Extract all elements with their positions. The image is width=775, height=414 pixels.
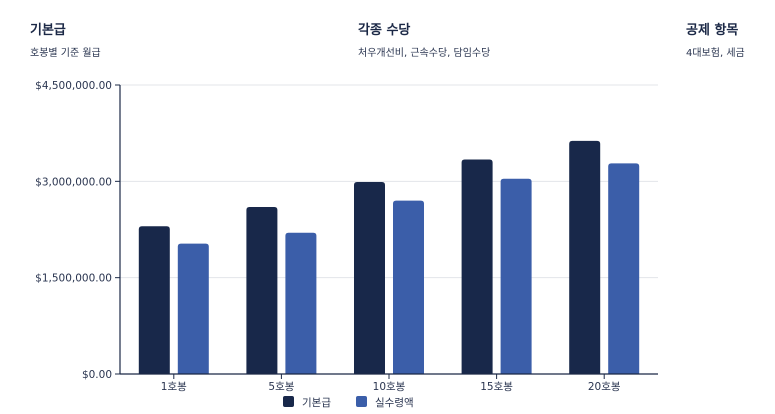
bar-net-pay: [500, 178, 532, 374]
legend-net-pay-swatch: [356, 396, 367, 407]
y-tick-label: $0.00: [82, 369, 112, 381]
legend-basic-pay-swatch: [283, 396, 294, 407]
bar-basic-pay: [461, 159, 493, 374]
info-deductions-title: 공제 항목: [686, 23, 739, 38]
bar-net-pay: [285, 232, 317, 374]
bar-basic-pay: [354, 181, 385, 374]
x-tick-label: 10호봉: [373, 381, 406, 393]
info-allowances-subtitle: 처우개선비, 근속수당, 담임수당: [358, 48, 491, 59]
x-tick-label: 5호봉: [268, 381, 294, 393]
info-allowances: 각종 수당 처우개선비, 근속수당, 담임수당: [358, 22, 490, 60]
y-tick-label: $1,500,000.00: [35, 273, 112, 285]
legend-net-pay-label: 실수령액: [375, 397, 414, 409]
bar-net-pay: [393, 200, 424, 374]
info-allowances-title: 각종 수당: [358, 23, 411, 38]
bar-basic-pay: [569, 140, 601, 374]
y-tick-label: $3,000,000.00: [35, 176, 112, 188]
info-basic-pay: 기본급 호봉별 기준 월급: [30, 22, 101, 60]
y-tick-label: $4,500,000.00: [35, 80, 112, 92]
x-tick-label: 20호봉: [588, 381, 621, 393]
bar-basic-pay: [246, 207, 278, 374]
bar-net-pay: [177, 243, 209, 374]
x-tick-label: 15호봉: [480, 381, 513, 393]
info-basic-pay-subtitle: 호봉별 기준 월급: [30, 48, 101, 59]
info-deductions-subtitle: 4대보험, 세금: [686, 48, 745, 59]
legend-basic-pay-label: 기본급: [302, 397, 331, 409]
bar-net-pay: [608, 163, 640, 374]
bar-basic-pay: [138, 226, 170, 374]
info-basic-pay-title: 기본급: [30, 23, 66, 38]
info-deductions: 공제 항목 4대보험, 세금: [686, 22, 745, 60]
x-tick-label: 1호봉: [161, 381, 187, 393]
